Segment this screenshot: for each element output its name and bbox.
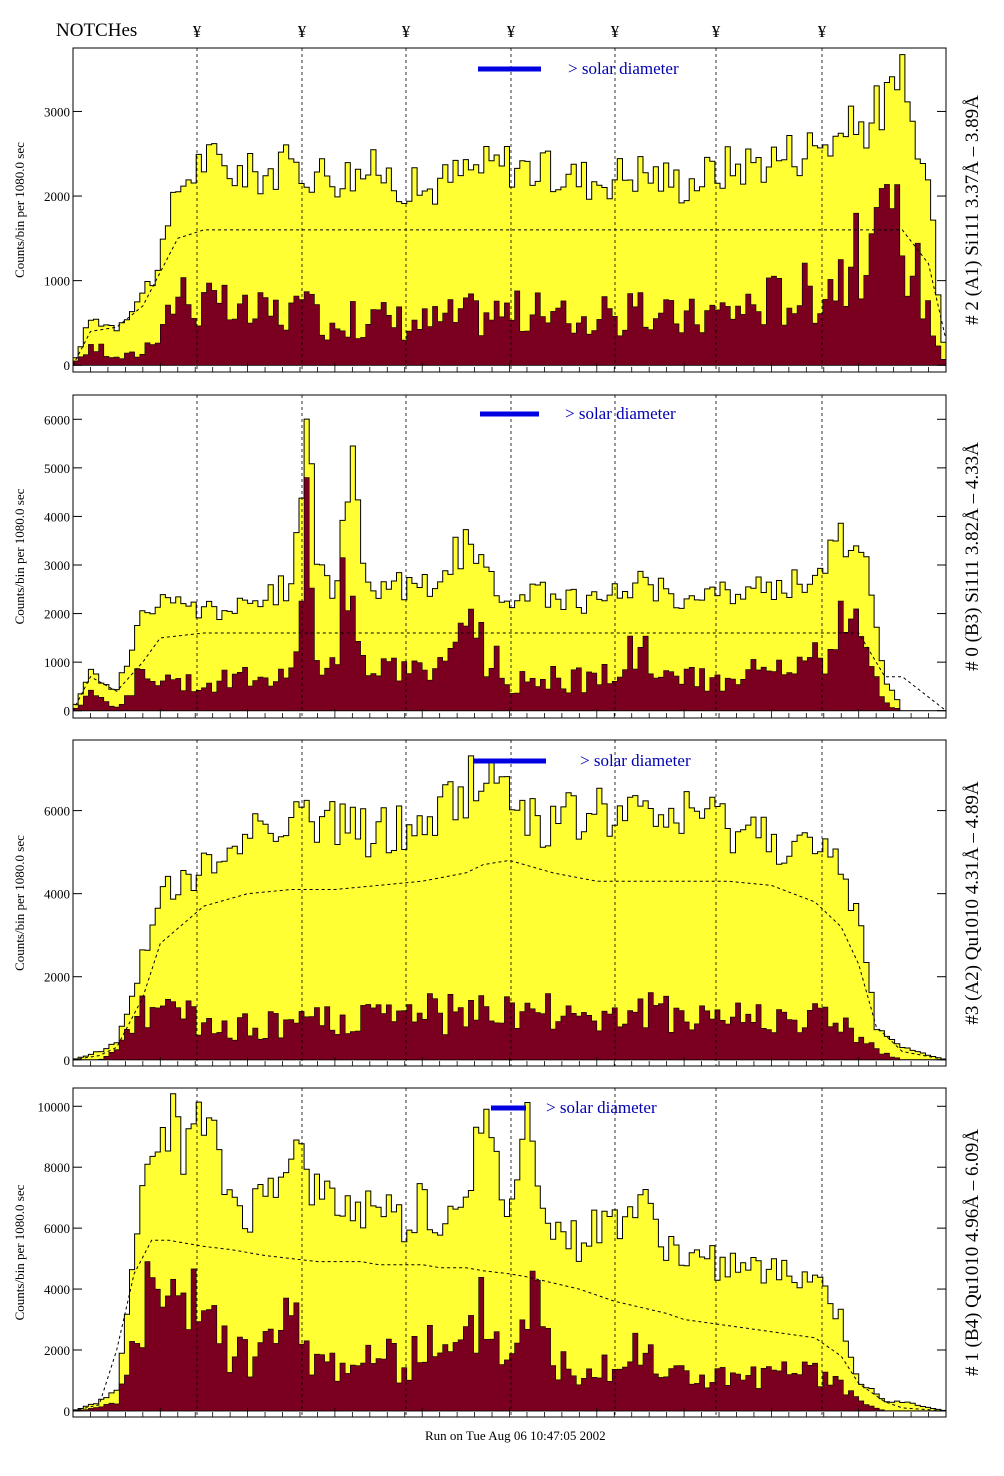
notch-marker-3: ¥ <box>402 22 411 41</box>
y-tick-label: 4000 <box>44 1282 70 1297</box>
series-lower-band <box>72 184 947 366</box>
y-axis-label: Counts/bin per 1080.0 sec <box>12 488 27 624</box>
notch-marker-6: ¥ <box>712 22 721 41</box>
chart-panel-4: 0 2000 4000 6000 8000 10000 Counts/bin per 108… <box>12 1087 983 1419</box>
chart-panel-1: 0 1000 2000 3000 Counts/bin per 1080.0 sec # … <box>12 47 983 373</box>
legend-label: > solar diameter <box>565 404 676 423</box>
series-dashed-trend <box>72 859 947 1061</box>
series-dashed-trend <box>72 1239 947 1412</box>
series-lower-band <box>72 477 947 712</box>
chart-panel-2: 0 1000 2000 3000 4000 5000 6000 Counts/bin per … <box>12 394 983 719</box>
y-tick-label: 4000 <box>44 509 70 524</box>
series-dashed-trend <box>72 229 947 366</box>
notch-marker-2: ¥ <box>298 22 307 41</box>
y-tick-label: 0 <box>64 1404 71 1419</box>
legend-label: > solar diameter <box>546 1098 657 1117</box>
series-total-counts <box>72 755 947 1061</box>
series-total-counts <box>72 54 947 366</box>
y-tick-label: 1000 <box>44 655 70 670</box>
y-tick-label: 2000 <box>44 970 70 985</box>
series-lower-band <box>72 992 947 1061</box>
y-axis-label: Counts/bin per 1080.0 sec <box>12 835 27 971</box>
y-tick-label: 2000 <box>44 607 70 622</box>
y-tick-label: 2000 <box>44 1343 70 1358</box>
y-axis-label: Counts/bin per 1080.0 sec <box>12 142 27 278</box>
y-tick-label: 0 <box>64 704 71 719</box>
chart-panel-3: 0 2000 4000 6000 Counts/bin per 1080.0 sec #3… <box>12 739 983 1068</box>
y-tick-label: 3000 <box>44 558 70 573</box>
series-dashed-trend <box>72 632 947 712</box>
series-total-counts <box>72 418 947 712</box>
y-tick-label: 6000 <box>44 1221 70 1236</box>
y-tick-label: 4000 <box>44 887 70 902</box>
y-tick-label: 2000 <box>44 189 70 204</box>
y-tick-label: 10000 <box>38 1099 71 1114</box>
panel-title: #3 (A2) Qu1010 4.31Å – 4.89Å <box>962 781 983 1025</box>
notch-marker-5: ¥ <box>611 22 620 41</box>
panel-title: # 0 (B3) Si111 3.82Å – 4.33Å <box>962 442 983 671</box>
panel-title: # 2 (A1) Si111 3.37Å – 3.89Å <box>962 95 983 325</box>
y-axis-label: Counts/bin per 1080.0 sec <box>12 1184 27 1320</box>
notches-label: NOTCHes <box>56 20 138 41</box>
y-tick-label: 6000 <box>44 412 70 427</box>
y-tick-label: 8000 <box>44 1160 70 1175</box>
notch-marker-7: ¥ <box>818 22 827 41</box>
notch-marker-4: ¥ <box>507 22 516 41</box>
notch-marker-1: ¥ <box>193 22 202 41</box>
legend-label: > solar diameter <box>580 751 691 770</box>
series-lower-band <box>72 1261 947 1412</box>
y-tick-label: 0 <box>64 358 71 373</box>
y-tick-label: 5000 <box>44 461 70 476</box>
y-tick-label: 3000 <box>44 104 70 119</box>
y-tick-label: 1000 <box>44 274 70 289</box>
y-tick-label: 0 <box>64 1053 71 1068</box>
run-timestamp: Run on Tue Aug 06 10:47:05 2002 <box>425 1428 606 1443</box>
legend-label: > solar diameter <box>568 59 679 78</box>
y-tick-label: 6000 <box>44 804 70 819</box>
panel-title: # 1 (B4) Qu1010 4.96Å – 6.09Å <box>962 1129 983 1376</box>
